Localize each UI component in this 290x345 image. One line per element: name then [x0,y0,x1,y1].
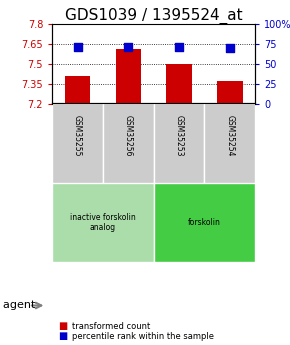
Bar [65,76,90,104]
FancyBboxPatch shape [52,104,103,183]
Bar [166,64,192,104]
Text: forskolin: forskolin [188,218,221,227]
FancyBboxPatch shape [154,183,255,262]
Text: GSM35253: GSM35253 [175,115,184,157]
FancyBboxPatch shape [52,183,154,262]
Text: GSM35255: GSM35255 [73,115,82,157]
FancyBboxPatch shape [154,104,204,183]
Point [75,45,80,50]
Text: inactive forskolin
analog: inactive forskolin analog [70,213,136,232]
Text: ■: ■ [58,321,67,331]
Point [177,44,181,50]
Text: transformed count: transformed count [72,322,151,331]
Point [126,44,130,49]
Text: ■: ■ [58,332,67,341]
FancyBboxPatch shape [204,104,255,183]
Text: percentile rank within the sample: percentile rank within the sample [72,332,215,341]
Text: agent: agent [3,300,39,310]
Text: GSM35254: GSM35254 [225,115,234,157]
Point [227,45,232,50]
Bar [217,81,242,103]
FancyBboxPatch shape [103,104,154,183]
Text: GSM35256: GSM35256 [124,115,133,157]
Bar [116,49,141,104]
Title: GDS1039 / 1395524_at: GDS1039 / 1395524_at [65,8,242,24]
